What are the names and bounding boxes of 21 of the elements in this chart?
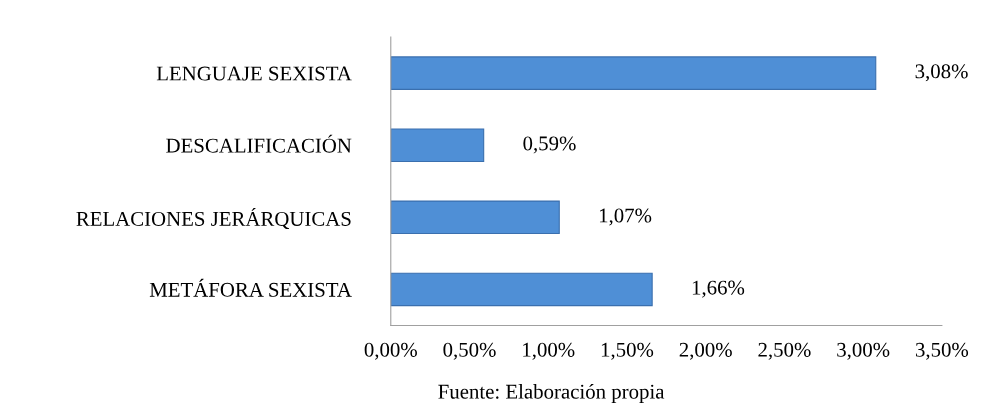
x-tick-label: 3,50% [915,342,969,360]
data-label: 0,59% [523,136,576,154]
y-tick-label: DESCALIFICACIÓN [166,134,352,153]
x-tick-label: 3,00% [837,342,890,360]
bar [390,200,560,235]
x-tick-label: 2,00% [679,342,732,360]
data-label: 1,07% [599,208,652,226]
bar [390,128,485,163]
bar [390,272,653,307]
x-tick-label: 1,00% [523,342,575,360]
y-tick-label: METÁFORA SEXISTA [149,278,352,297]
data-label: 1,66% [692,280,745,298]
bar [390,56,877,90]
x-tick-label: 2,50% [758,342,811,360]
y-tick-label: RELACIONES JERÁRQUICAS [76,207,351,230]
data-label: 3,08% [915,64,968,82]
x-tick-label: 1,50% [601,342,654,360]
source-note: Fuente: Elaboración propia [438,384,665,403]
x-tick-label: 0,50% [443,342,496,360]
x-tick-label: 0,00% [364,342,417,360]
y-tick-label: LENGUAJE SEXISTA [156,66,352,81]
